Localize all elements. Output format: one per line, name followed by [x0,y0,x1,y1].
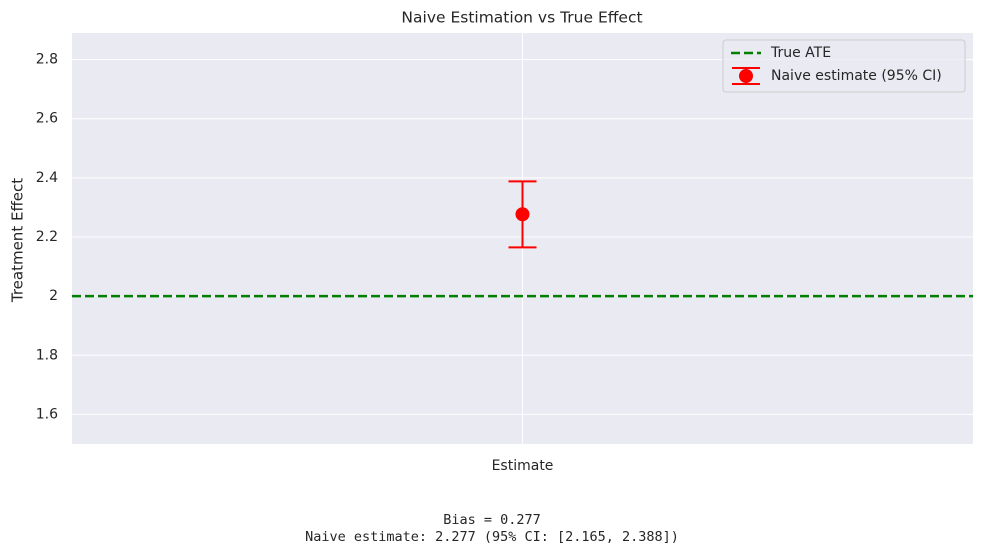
legend-swatch [739,69,753,83]
y-tick-label: 1.8 [36,347,58,363]
chart-title: Naive Estimation vs True Effect [401,9,642,27]
y-axis-label: Treatment Effect [9,178,27,303]
y-tick-label: 2.6 [36,111,58,127]
y-tick-label: 2.4 [36,170,58,186]
x-tick-label: Estimate [492,458,554,474]
annotation: Naive estimate: 2.277 (95% CI: [2.165, 2… [305,529,679,545]
y-tick-label: 2.8 [36,52,58,68]
y-tick-label: 2 [49,288,58,304]
legend-label: Naive estimate (95% CI) [771,68,942,84]
y-tick-label: 2.2 [36,229,58,245]
y-tick-label: 1.6 [36,406,58,422]
legend-box [722,39,966,93]
legend-label: True ATE [770,45,831,61]
point [515,207,530,222]
annotation: Bias = 0.277 [443,512,541,528]
